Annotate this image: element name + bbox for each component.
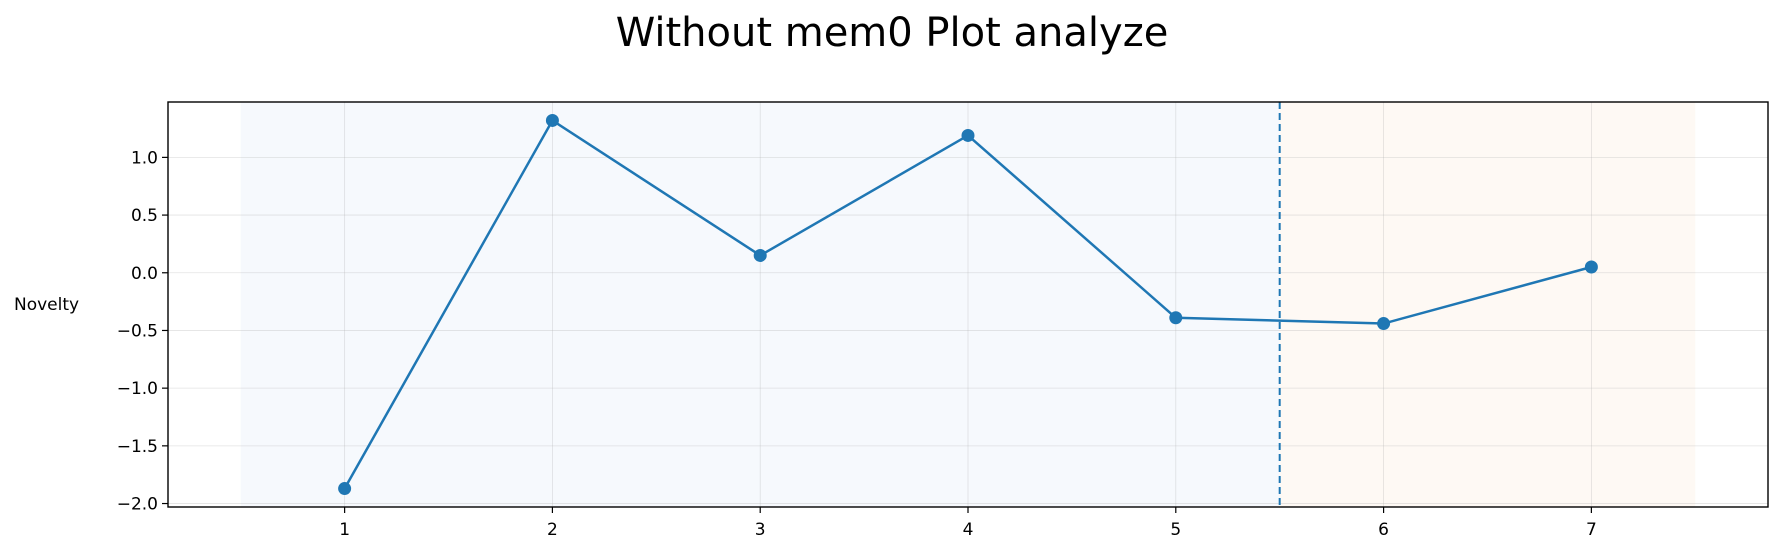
data-point-4 bbox=[961, 128, 975, 142]
y-tick-label-1: 1.0 bbox=[131, 148, 158, 168]
y-tick-label-6: −1.5 bbox=[117, 437, 158, 457]
x-tick-label-4: 4 bbox=[963, 520, 974, 540]
chart-title: Without mem0 Plot analyze bbox=[616, 10, 1169, 56]
y-tick-label-5: −1.0 bbox=[117, 379, 158, 399]
region-band-1 bbox=[240, 102, 1280, 507]
plot-area: 1 2 3 4 5 6 7 1.0 0.5 0.0 −0.5 −1.0 −1.5 −2.0 bbox=[117, 101, 1769, 540]
y-axis-label: Novelty bbox=[14, 295, 79, 315]
data-point-6 bbox=[1377, 317, 1391, 331]
y-tick-label-4: −0.5 bbox=[117, 321, 158, 341]
x-tick-label-2: 2 bbox=[547, 520, 558, 540]
x-tick-label-7: 7 bbox=[1586, 520, 1597, 540]
data-point-5 bbox=[1169, 311, 1183, 325]
data-point-7 bbox=[1584, 260, 1598, 274]
x-tick-label-6: 6 bbox=[1378, 520, 1389, 540]
data-point-3 bbox=[753, 248, 767, 262]
region-band-2 bbox=[1279, 102, 1696, 507]
x-tick-label-1: 1 bbox=[339, 520, 350, 540]
x-tick-label-5: 5 bbox=[1170, 520, 1181, 540]
y-tick-label-2: 0.5 bbox=[131, 206, 158, 226]
y-tick-label-7: −2.0 bbox=[117, 495, 158, 515]
data-point-2 bbox=[545, 113, 559, 127]
data-point-1 bbox=[338, 482, 352, 496]
x-tick-label-3: 3 bbox=[755, 520, 766, 540]
y-tick-label-3: 0.0 bbox=[131, 264, 158, 284]
